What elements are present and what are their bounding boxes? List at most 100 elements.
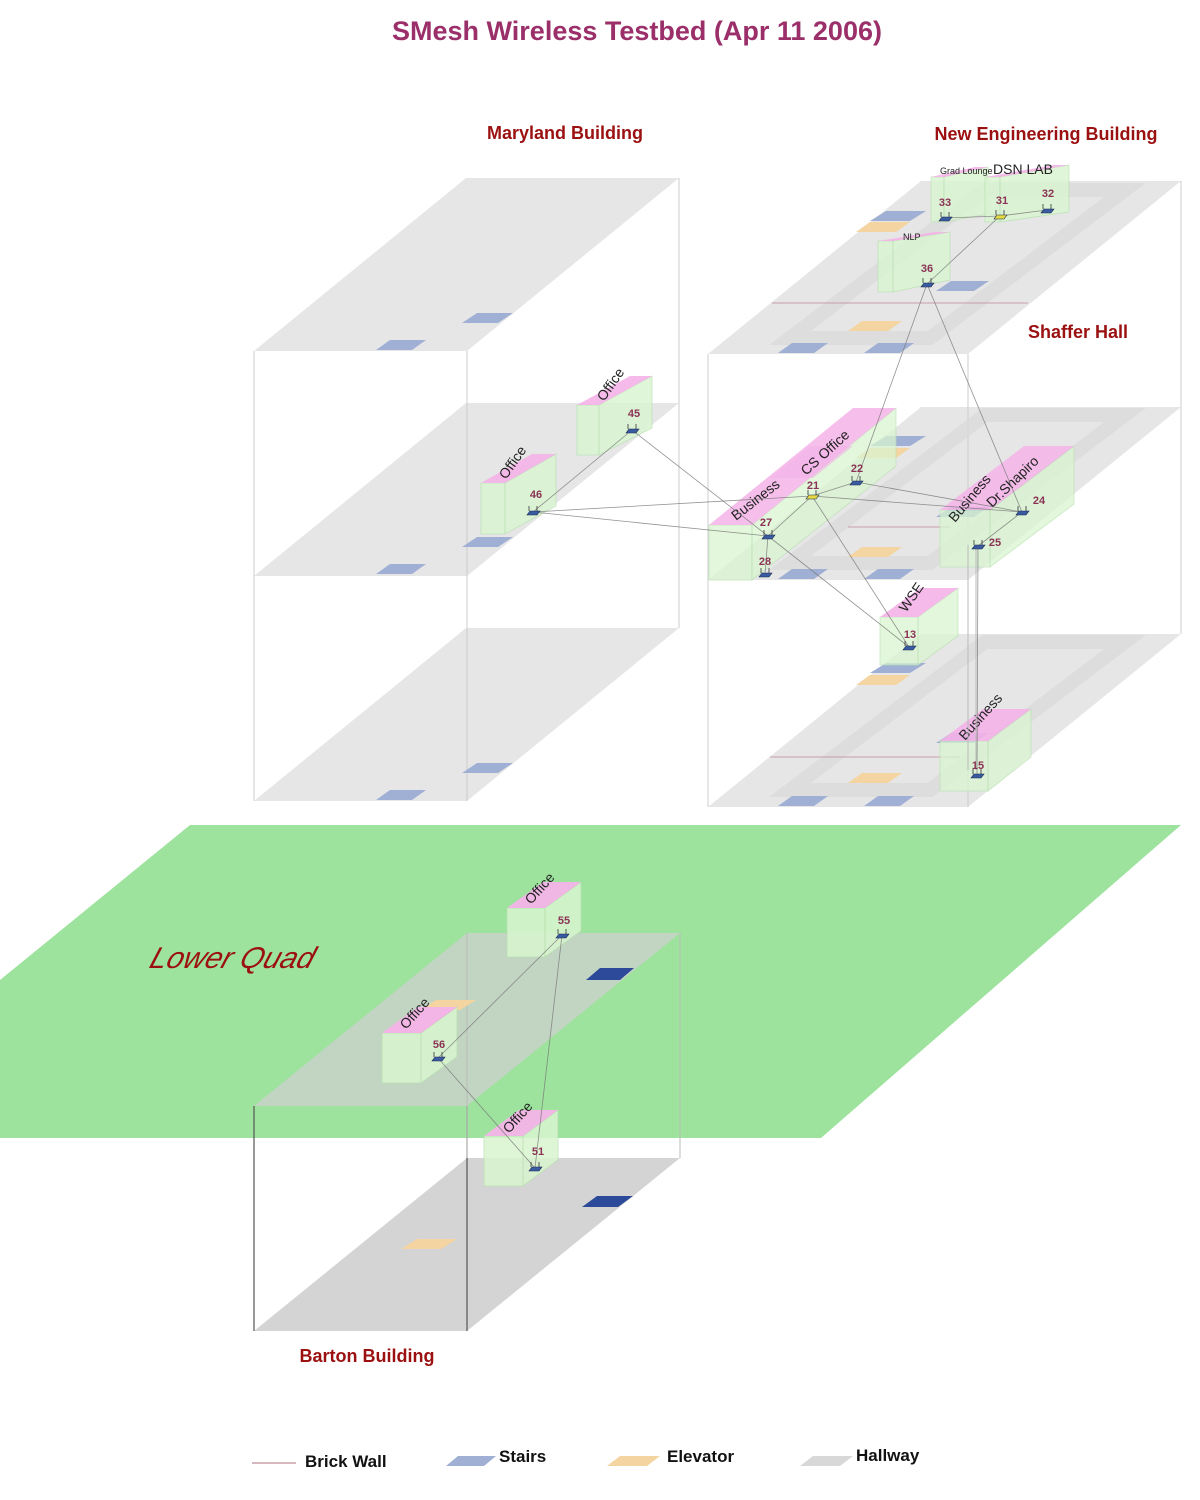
node-label-13: 13 <box>904 629 916 641</box>
node-label-46: 46 <box>530 489 542 501</box>
grad-lounge-label: Grad Lounge <box>940 166 993 176</box>
maryland-stairs-3a <box>376 340 426 350</box>
hallway-loop-2 <box>769 408 1146 570</box>
barton-stairs-1 <box>582 1196 633 1207</box>
router-icon <box>431 1056 446 1062</box>
legend-brick-wall-label: Brick Wall <box>305 1452 387 1471</box>
maryland-stairs-1a <box>376 790 426 800</box>
link-31-36 <box>926 215 1001 285</box>
router-node-25[interactable]: 25 <box>971 537 1001 550</box>
router-icon <box>625 428 640 434</box>
page-title: SMesh Wireless Testbed (Apr 11 2006) <box>392 16 882 46</box>
link-46-21 <box>532 495 813 513</box>
router-node-45[interactable]: 45 <box>625 408 640 434</box>
node-label-28: 28 <box>759 556 771 568</box>
shaffer-elevator-3b <box>856 222 910 232</box>
router-icon <box>761 534 776 540</box>
router-node-51[interactable]: 51 <box>528 1146 544 1172</box>
link-24-25 <box>977 511 1023 547</box>
router-icon <box>993 214 1008 220</box>
router-node-15[interactable]: 15 <box>970 760 985 779</box>
router-node-24[interactable]: 24 <box>1015 495 1046 516</box>
router-icon <box>849 480 864 486</box>
nlp-label: NLP <box>903 232 921 242</box>
router-node-28[interactable]: 28 <box>758 556 773 578</box>
link-21-13 <box>811 495 910 648</box>
link-55-51 <box>534 934 563 1169</box>
link-33-31 <box>944 215 1001 219</box>
router-icon <box>758 572 773 578</box>
node-label-31: 31 <box>996 195 1008 207</box>
shaffer-stairs-1b <box>864 796 914 806</box>
node-label-25: 25 <box>989 537 1001 549</box>
barton-office-55: Office <box>506 869 582 958</box>
node-label-24: 24 <box>1033 495 1046 507</box>
router-node-27[interactable]: 27 <box>760 517 776 540</box>
shaffer-hall: Grad Lounge DSN LAB NLP CS Office Busine… <box>707 161 1182 807</box>
legend-elevator-swatch <box>607 1456 660 1466</box>
maryland-office-46: Office <box>480 443 557 535</box>
barton-elevator-1 <box>401 1239 457 1249</box>
shaffer-stairs-1c <box>870 663 926 673</box>
maryland-building-label: Maryland Building <box>487 123 643 143</box>
shaffer-stairs-2a <box>778 569 828 579</box>
router-icon <box>971 544 986 550</box>
router-icon <box>805 494 820 500</box>
maryland-floor-3 <box>254 178 679 351</box>
node-label-55: 55 <box>558 915 570 927</box>
lower-quad-label: Lower Quad <box>146 941 321 975</box>
new-engineering-building-label: New Engineering Building <box>934 124 1157 144</box>
node-label-36: 36 <box>921 263 933 275</box>
link-56-51 <box>437 1057 536 1169</box>
nlp-room: NLP <box>877 231 951 293</box>
shaffer-stairs-3d <box>936 281 989 291</box>
link-25-15 <box>976 545 979 776</box>
node-label-33: 33 <box>939 197 951 209</box>
link-45-46 <box>532 429 633 513</box>
brick-walls <box>770 302 1028 758</box>
cs-office-room: CS Office Business <box>708 407 897 581</box>
hallway-loop-1 <box>769 635 1146 797</box>
node-label-21: 21 <box>807 480 819 492</box>
grad-lounge-room: Grad Lounge <box>930 166 993 223</box>
shaffer-elevator-2a <box>848 547 902 557</box>
maryland-office-45: Office <box>576 365 653 456</box>
router-node-13[interactable]: 13 <box>902 629 917 651</box>
router-node-21[interactable]: 21 <box>805 480 820 500</box>
legend-elevator-label: Elevator <box>667 1447 734 1466</box>
dsn-lab-label: DSN LAB <box>993 161 1053 177</box>
shaffer-hall-label: Shaffer Hall <box>1028 322 1128 342</box>
router-node-36[interactable]: 36 <box>920 263 935 288</box>
router-icon <box>938 216 953 222</box>
router-icon <box>528 1166 543 1172</box>
node-label-56: 56 <box>433 1039 445 1051</box>
link-31-32 <box>999 209 1048 217</box>
link-45-27 <box>631 429 769 537</box>
link-46-27 <box>532 511 769 537</box>
maryland-stairs-2a <box>376 564 426 574</box>
link-36-24 <box>926 283 1023 513</box>
router-node-33[interactable]: 33 <box>938 197 953 222</box>
router-node-22[interactable]: 22 <box>849 463 864 486</box>
link-36-22 <box>855 283 928 483</box>
node-label-27: 27 <box>760 517 772 529</box>
router-icon <box>555 933 570 939</box>
maryland-stairs-3b <box>462 313 513 323</box>
router-node-31[interactable]: 31 <box>993 195 1008 220</box>
shaffer-stairs-3b <box>864 343 914 353</box>
node-label-32: 32 <box>1042 188 1054 200</box>
legend-hallway-label: Hallway <box>856 1446 920 1465</box>
router-node-32[interactable]: 32 <box>1040 188 1055 214</box>
link-22-24 <box>855 481 1023 513</box>
link-21-27 <box>767 495 813 537</box>
shaffer-elevator-3a <box>848 321 902 331</box>
router-node-55[interactable]: 55 <box>555 915 570 939</box>
router-node-56[interactable]: 56 <box>431 1039 446 1062</box>
legend-hallway-swatch <box>800 1456 853 1466</box>
dr-shapiro-room: Dr.Shapiro Business <box>939 445 1075 568</box>
barton-building: Office Office Office <box>253 869 681 1331</box>
shaffer-stairs-3a <box>778 343 828 353</box>
router-node-46[interactable]: 46 <box>526 489 542 516</box>
shaffer-stairs-2b <box>864 569 914 579</box>
